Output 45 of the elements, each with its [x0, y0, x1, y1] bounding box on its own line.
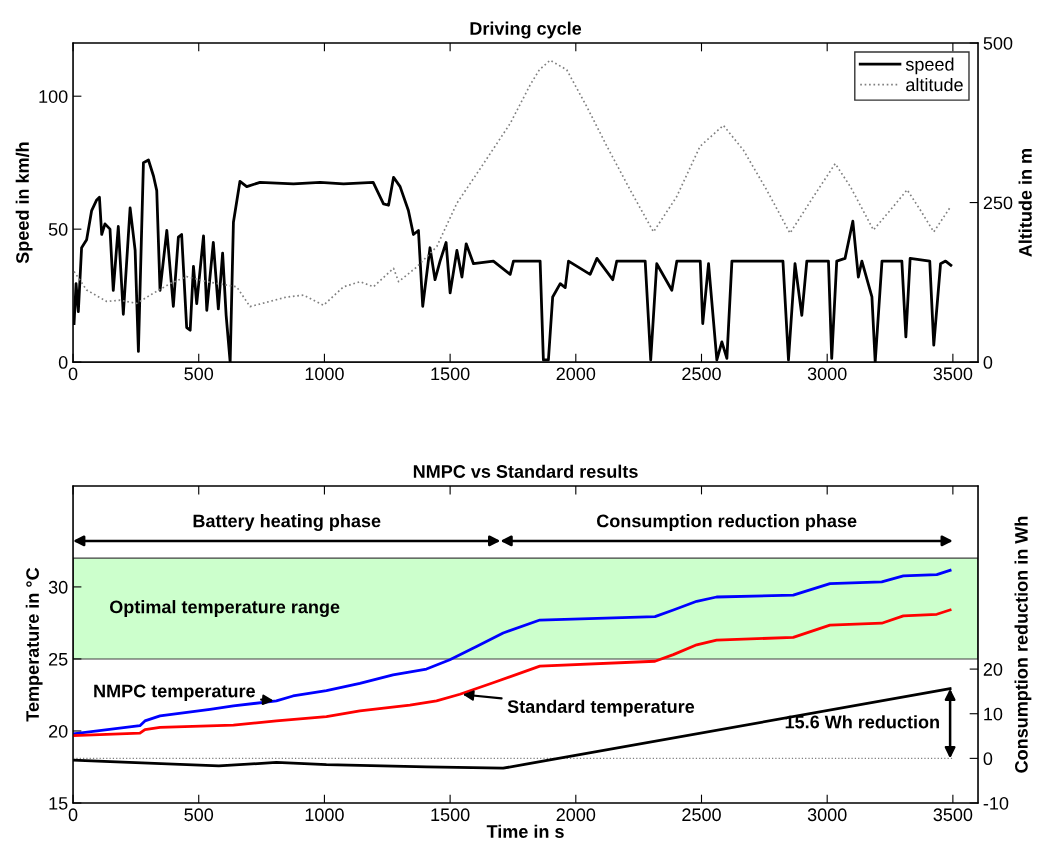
- x-tick-label: 2000: [556, 808, 596, 822]
- x-tick-label: 0: [68, 808, 78, 822]
- y-tick-label: 15: [49, 797, 68, 810]
- y2-tick-label: 0: [983, 752, 993, 766]
- annotation: Battery heating phase: [193, 514, 381, 531]
- annotation: Consumption reduction phase: [596, 514, 857, 531]
- legend-label: altitude: [906, 77, 963, 92]
- x-axis-title: Time in s: [486, 824, 564, 838]
- x-tick-label: 3500: [933, 808, 973, 822]
- y-tick-label: 30: [48, 580, 68, 594]
- band-label: Optimal temperature range: [109, 600, 340, 617]
- y2-tick-label: 10: [984, 707, 1003, 721]
- chart-title: Driving cycle: [470, 21, 582, 39]
- x-tick-label: 2500: [682, 808, 721, 822]
- y-tick-label: 50: [48, 223, 68, 236]
- x-tick-label: 0: [68, 367, 78, 381]
- x-tick-label: 1000: [305, 808, 344, 822]
- x-tick-label: 1500: [431, 808, 470, 822]
- y2-tick-label: -10: [983, 796, 1009, 810]
- x-tick-label: 3000: [807, 367, 847, 381]
- y2-axis-title: Altitude in m: [1018, 149, 1032, 257]
- x-tick-label: 3000: [807, 808, 847, 822]
- y2-tick-label: 500: [983, 36, 1013, 50]
- x-tick-label: 500: [184, 808, 214, 822]
- chart-title: NMPC vs Standard results: [413, 464, 638, 478]
- legend-label: speed: [905, 57, 954, 75]
- x-tick-label: 1000: [305, 367, 344, 381]
- y-tick-label: 0: [58, 356, 68, 369]
- y-axis-title: Temperature in °C: [25, 567, 43, 722]
- x-tick-label: 1500: [431, 367, 470, 381]
- y-tick-label: 25: [49, 652, 68, 666]
- y-tick-label: 20: [49, 724, 68, 738]
- x-tick-label: 3500: [933, 367, 973, 381]
- y2-axis-title: Consumption reduction in Wh: [1014, 516, 1032, 773]
- series-label: Standard temperature: [507, 699, 695, 717]
- x-tick-label: 500: [184, 367, 214, 381]
- y2-tick-label: 20: [983, 663, 1003, 676]
- y2-tick-label: 0: [983, 356, 993, 369]
- series-label: NMPC temperature: [94, 684, 255, 701]
- y2-tick-label: 250: [983, 196, 1013, 210]
- y-tick-label: 100: [39, 90, 68, 103]
- x-tick-label: 2000: [556, 367, 596, 381]
- line-series: [73, 568, 952, 736]
- x-tick-label: 2500: [682, 367, 721, 381]
- y-axis-title: Speed in km/h: [15, 142, 33, 264]
